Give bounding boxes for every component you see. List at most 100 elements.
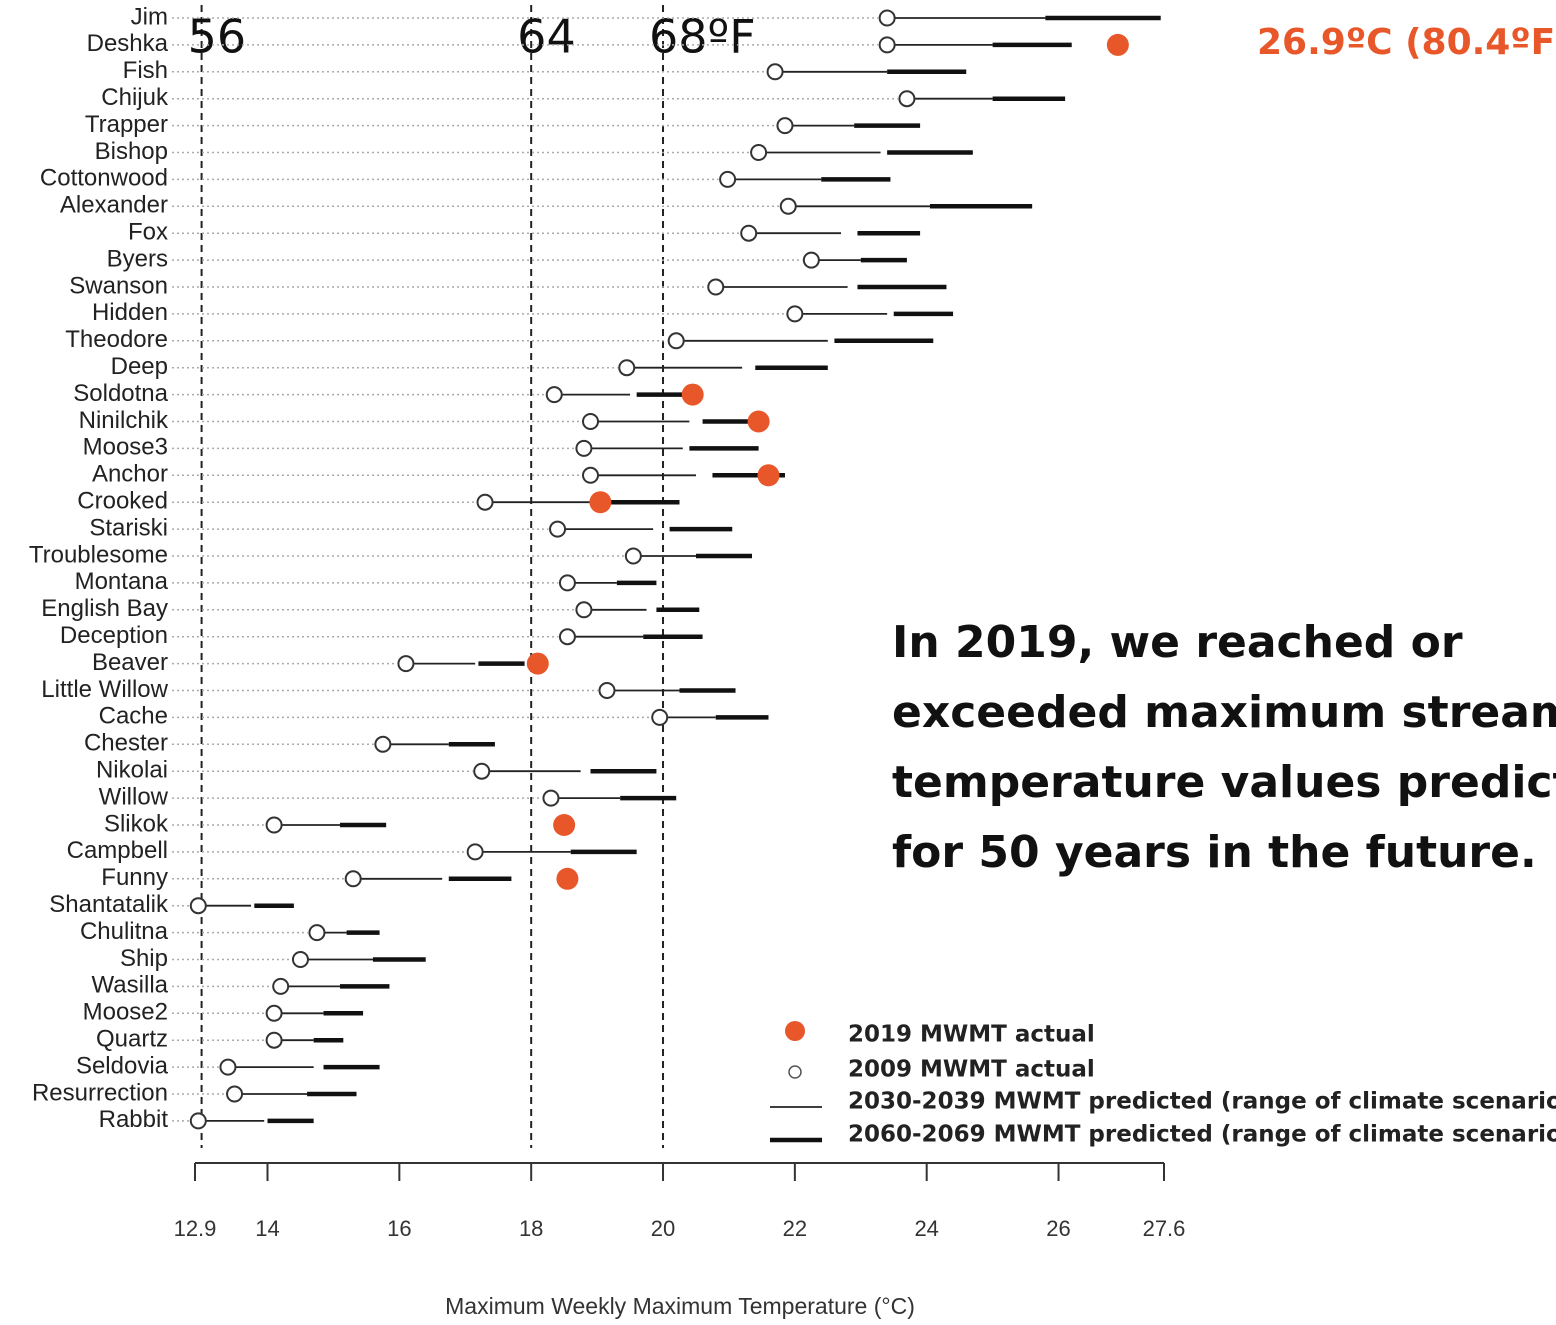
open-dot [219,1058,237,1076]
open-dot [466,843,484,861]
y-tick-label: Soldotna [73,380,168,407]
x-tick-label: 27.6 [1143,1216,1186,1241]
open-dot [545,386,563,404]
y-tick-label: Chulitna [80,918,169,945]
x-tick-label: 22 [783,1216,807,1241]
y-tick-label: Jim [131,3,168,30]
legend-label: 2009 MWMT actual [848,1057,1095,1083]
x-tick-label: 24 [914,1216,938,1241]
annotation: temperature values predicted [892,757,1556,808]
x-tick-label: 26 [1046,1216,1070,1241]
open-dot [651,708,669,726]
open-dot [473,762,491,780]
y-tick-label: Moose2 [83,999,168,1026]
x-tick-label: 16 [387,1216,411,1241]
y-tick-label: Troublesome [29,541,168,568]
open-dot [779,197,797,215]
y-tick-label: Chijuk [101,84,169,111]
y-tick-label: Fox [128,219,168,246]
open-dot [575,439,593,457]
legend-symbol [788,1065,802,1079]
filled-dot [757,464,780,487]
y-tick-label: Shantatalik [49,891,169,918]
filled-dot [589,491,612,514]
y-tick-label: Slikok [104,810,169,837]
open-dot [802,251,820,269]
y-tick-label: Rabbit [99,1106,169,1133]
open-dot [558,628,576,646]
open-dot [549,520,567,538]
y-tick-label: Trapper [85,111,168,138]
y-tick-label: Beaver [92,649,168,676]
open-dot [740,224,758,242]
y-tick-label: English Bay [41,595,168,622]
annotation: In 2019, we reached or [892,617,1463,668]
y-tick-label: Moose3 [83,434,168,461]
y-tick-label: Theodore [65,326,168,353]
y-tick-label: Bishop [95,138,168,165]
y-tick-label: Ninilchik [79,407,169,434]
x-tick-label: 12.9 [174,1216,217,1241]
y-tick-label: Deshka [87,30,169,57]
open-dot [189,897,207,915]
open-dot [291,951,309,968]
filled-dot [1106,33,1129,56]
y-tick-label: Quartz [96,1026,168,1053]
open-dot [344,870,362,888]
open-dot [598,682,616,699]
y-tick-label: Hidden [92,299,168,326]
y-tick-label: Byers [107,245,168,272]
y-tick-label: Anchor [92,461,168,488]
open-dot [878,36,896,54]
open-dot [374,735,392,753]
open-dot [786,305,804,323]
x-tick-label: 14 [255,1216,279,1241]
y-tick-label: Willow [99,783,169,810]
legend-label: 2019 MWMT actual [848,1022,1095,1048]
filled-dot [526,652,549,675]
open-dot [575,601,593,619]
open-dot [265,1031,283,1049]
reference-label: 64 [517,10,576,64]
y-tick-label: Swanson [69,272,168,299]
y-tick-label: Cottonwood [40,165,168,192]
open-dot [707,278,725,296]
y-tick-label: Deception [60,622,168,649]
filled-dot [556,867,579,890]
open-dot [542,789,560,807]
open-dot [667,332,685,350]
y-tick-label: Chester [84,730,168,757]
legend-label: 2030-2039 MWMT predicted (range of clima… [848,1089,1556,1115]
filled-dot [747,410,770,433]
y-tick-label: Crooked [77,488,168,515]
legend-label: 2060-2069 MWMT predicted (range of clima… [848,1122,1556,1148]
open-dot [898,90,916,108]
y-tick-label: Alexander [60,192,168,219]
open-dot [618,359,636,377]
open-dot [776,117,794,135]
y-tick-label: Little Willow [41,676,168,703]
open-dot [265,1004,283,1022]
open-dot [750,144,768,161]
open-dot [189,1112,207,1130]
open-dot [582,466,600,484]
y-tick-label: Wasilla [92,972,169,999]
x-tick-label: 18 [519,1216,543,1241]
open-dot [308,924,326,942]
open-dot [582,413,600,430]
open-dot [766,63,784,81]
annotation: 26.9ºC (80.4ºF) [1257,22,1556,63]
open-dot [226,1085,244,1103]
y-tick-label: Seldovia [76,1052,169,1079]
open-dot [878,9,896,27]
open-dot [265,816,283,834]
legend-symbol [785,1021,805,1041]
y-tick-label: Cache [99,703,168,730]
y-tick-label: Campbell [67,837,168,864]
filled-dot [681,383,704,406]
x-tick-label: 20 [651,1216,675,1241]
y-tick-label: Funny [101,864,168,891]
y-tick-label: Deep [111,353,168,380]
